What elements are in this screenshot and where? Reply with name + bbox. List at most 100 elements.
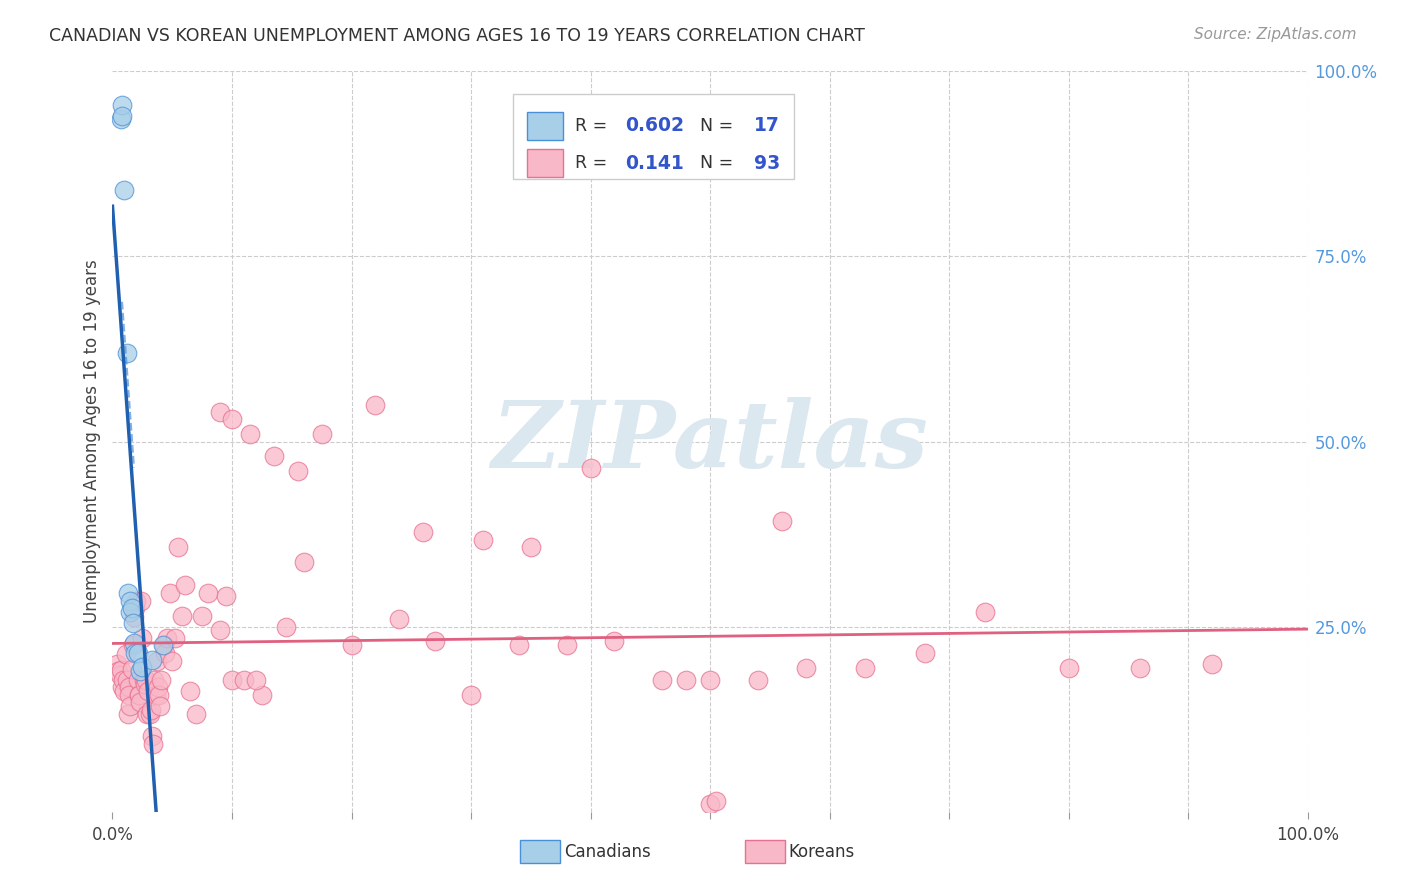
Point	[120, 605, 142, 619]
Point	[135, 673, 157, 687]
Point	[148, 688, 170, 702]
Point	[855, 661, 877, 675]
Text: 0.141: 0.141	[626, 154, 683, 173]
Point	[139, 702, 162, 716]
Point	[520, 541, 543, 555]
Point	[115, 345, 138, 359]
Point	[112, 673, 135, 687]
Point	[127, 646, 149, 660]
Text: 93: 93	[754, 154, 780, 173]
Point	[121, 662, 143, 676]
Point	[167, 541, 190, 555]
Point	[364, 398, 387, 412]
Text: Koreans: Koreans	[789, 843, 855, 861]
Point	[114, 684, 135, 698]
Point	[114, 183, 135, 197]
Point	[121, 615, 143, 630]
Point	[209, 624, 232, 638]
Point	[127, 673, 149, 687]
Point	[118, 688, 141, 702]
Point	[125, 593, 148, 607]
Point	[287, 464, 309, 478]
Point	[138, 684, 160, 698]
Point	[460, 688, 482, 702]
Point	[153, 646, 176, 660]
Point	[128, 688, 150, 702]
Point	[111, 97, 134, 112]
Point	[794, 661, 817, 675]
Point	[111, 681, 134, 695]
Point	[129, 664, 152, 678]
Point	[121, 601, 143, 615]
Point	[143, 673, 166, 687]
Point	[138, 706, 160, 721]
Text: Canadians: Canadians	[564, 843, 651, 861]
Point	[1129, 661, 1152, 675]
Point	[146, 681, 169, 695]
Point	[311, 427, 333, 442]
Point	[747, 673, 769, 687]
Point	[129, 695, 152, 709]
Point	[152, 638, 174, 652]
Point	[120, 698, 142, 713]
Point	[129, 593, 152, 607]
Point	[111, 109, 134, 123]
Text: Source: ZipAtlas.com: Source: ZipAtlas.com	[1194, 27, 1357, 42]
Point	[603, 634, 626, 648]
Point	[124, 646, 146, 660]
Point	[340, 638, 363, 652]
Point	[770, 514, 793, 528]
Text: N =: N =	[689, 154, 738, 172]
Point	[974, 605, 997, 619]
Point	[108, 667, 131, 681]
Bar	[527, 112, 562, 140]
Point	[555, 638, 578, 652]
Point	[191, 608, 214, 623]
Point	[215, 589, 238, 603]
Text: CANADIAN VS KOREAN UNEMPLOYMENT AMONG AGES 16 TO 19 YEARS CORRELATION CHART: CANADIAN VS KOREAN UNEMPLOYMENT AMONG AG…	[49, 27, 865, 45]
Text: R =: R =	[575, 117, 613, 135]
Point	[239, 427, 262, 442]
Point	[145, 655, 167, 669]
Point	[115, 673, 138, 687]
Point	[149, 698, 172, 713]
Point	[141, 653, 163, 667]
Point	[117, 706, 139, 721]
Point	[472, 533, 495, 547]
Point	[136, 706, 159, 721]
Point	[1057, 661, 1080, 675]
Point	[120, 593, 142, 607]
Text: ZIPatlas: ZIPatlas	[492, 397, 928, 486]
Point	[699, 673, 721, 687]
Point	[914, 646, 936, 660]
Point	[105, 657, 128, 671]
Point	[221, 412, 243, 426]
Point	[675, 673, 697, 687]
Bar	[527, 149, 562, 178]
Point	[121, 638, 143, 652]
Y-axis label: Unemployment Among Ages 16 to 19 years: Unemployment Among Ages 16 to 19 years	[83, 260, 101, 624]
Point	[412, 524, 434, 539]
Point	[245, 673, 267, 687]
Point	[118, 681, 141, 695]
Point	[122, 610, 145, 624]
Point	[132, 673, 155, 687]
Point	[131, 660, 153, 674]
Point	[250, 688, 273, 702]
Point	[162, 654, 183, 668]
Point	[122, 636, 145, 650]
Point	[117, 586, 139, 600]
Point	[651, 673, 673, 687]
Point	[131, 631, 153, 645]
Point	[142, 737, 165, 751]
Point	[274, 619, 297, 633]
Point	[579, 461, 602, 475]
Point	[425, 634, 447, 648]
Point	[174, 578, 197, 592]
Point	[388, 612, 411, 626]
Text: N =: N =	[689, 117, 738, 135]
Point	[1201, 657, 1223, 672]
Point	[110, 663, 132, 677]
Point	[704, 794, 727, 808]
Point	[197, 585, 219, 599]
